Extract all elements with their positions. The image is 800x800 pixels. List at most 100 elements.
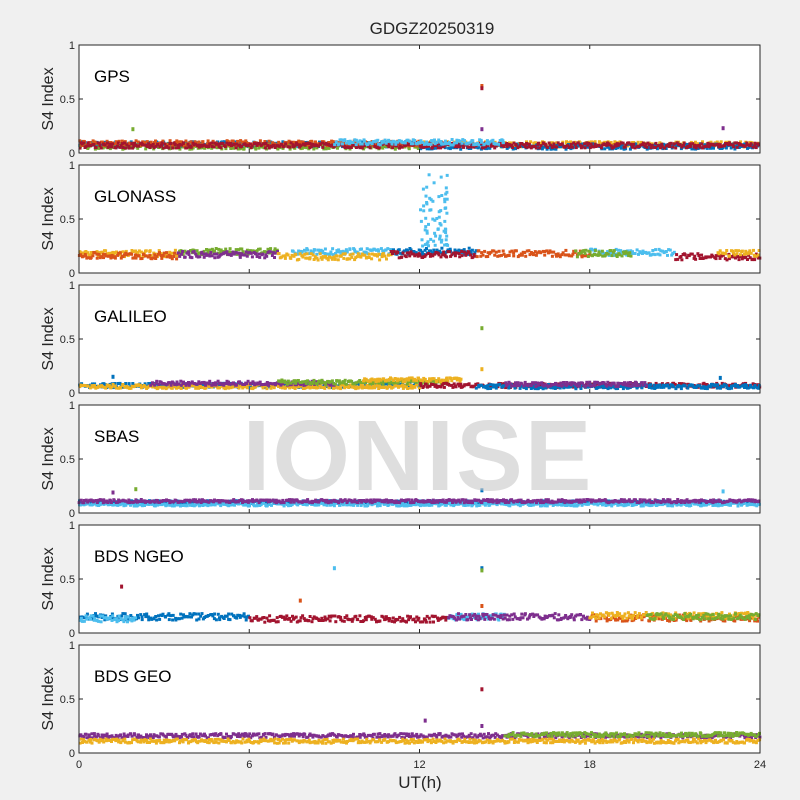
data-point — [423, 377, 427, 381]
data-point — [424, 216, 428, 220]
data-point — [186, 142, 190, 146]
data-point — [437, 215, 441, 219]
data-point — [297, 257, 301, 261]
data-point — [585, 380, 589, 384]
data-point — [448, 383, 451, 387]
data-point — [131, 382, 135, 385]
data-point — [123, 141, 126, 145]
data-point — [650, 386, 654, 390]
data-point — [389, 250, 393, 253]
data-point — [120, 139, 124, 143]
data-point — [179, 383, 183, 387]
data-point — [368, 384, 371, 387]
data-point — [504, 381, 508, 385]
data-point — [93, 384, 97, 388]
data-point — [316, 386, 320, 390]
data-point — [203, 146, 207, 150]
data-point — [618, 144, 622, 148]
data-point — [437, 195, 441, 199]
data-point — [148, 146, 152, 150]
data-point — [371, 378, 375, 382]
data-point — [416, 147, 420, 150]
data-point — [574, 387, 578, 391]
data-point — [693, 143, 696, 147]
data-point — [84, 145, 88, 149]
data-point — [748, 383, 752, 387]
data-point — [440, 378, 444, 382]
data-point — [234, 248, 238, 252]
data-point — [425, 241, 429, 245]
data-point — [377, 146, 381, 150]
data-point — [137, 383, 141, 387]
data-point — [225, 141, 229, 145]
data-point — [745, 384, 748, 388]
data-point — [564, 144, 567, 148]
data-point — [705, 144, 709, 148]
data-point — [194, 252, 198, 256]
data-point — [116, 141, 120, 145]
data-point — [231, 250, 235, 254]
data-point — [283, 254, 287, 258]
data-point — [124, 382, 128, 385]
data-point — [646, 501, 650, 505]
data-point — [662, 385, 666, 389]
data-point — [551, 145, 555, 149]
data-point — [188, 255, 192, 259]
data-point — [255, 142, 259, 146]
data-point — [544, 386, 548, 390]
data-point — [528, 253, 532, 257]
data-point — [348, 143, 352, 147]
data-point — [417, 384, 421, 388]
data-point — [585, 141, 589, 145]
data-point — [552, 250, 556, 254]
data-point — [137, 144, 140, 148]
data-point — [514, 143, 518, 147]
data-point — [309, 145, 313, 149]
data-point — [110, 385, 114, 389]
data-point — [492, 249, 496, 253]
data-point — [442, 250, 446, 254]
data-point — [378, 258, 382, 262]
data-point — [655, 147, 659, 151]
data-point — [527, 145, 531, 149]
data-point — [536, 381, 540, 385]
data-point — [158, 145, 162, 149]
data-point — [330, 379, 334, 383]
data-point — [353, 141, 357, 145]
data-point — [198, 382, 202, 385]
data-point — [577, 381, 581, 385]
data-point — [457, 252, 461, 255]
data-point — [153, 383, 157, 387]
data-point — [520, 384, 524, 388]
data-point — [555, 145, 559, 149]
data-point — [539, 251, 543, 255]
data-point — [170, 257, 174, 261]
data-point — [629, 384, 633, 388]
data-point — [157, 249, 161, 253]
data-point — [625, 253, 629, 257]
data-point — [142, 143, 146, 147]
data-point — [666, 253, 669, 257]
data-point — [121, 255, 125, 258]
data-point — [439, 223, 443, 227]
data-point — [221, 142, 225, 145]
data-point — [481, 253, 485, 257]
data-point — [108, 254, 112, 258]
data-point — [584, 253, 588, 257]
data-point — [424, 225, 428, 229]
data-point — [688, 142, 692, 146]
data-point — [620, 143, 624, 147]
data-point — [435, 248, 439, 252]
data-point — [482, 142, 486, 146]
data-point — [319, 381, 323, 385]
data-point — [398, 144, 402, 148]
data-point — [354, 138, 358, 142]
data-point — [273, 256, 276, 259]
data-point — [627, 141, 631, 145]
data-point — [447, 146, 451, 150]
data-point — [636, 384, 639, 388]
data-point — [564, 248, 568, 252]
data-point — [716, 142, 720, 146]
data-point — [467, 382, 471, 386]
data-point — [415, 144, 418, 148]
